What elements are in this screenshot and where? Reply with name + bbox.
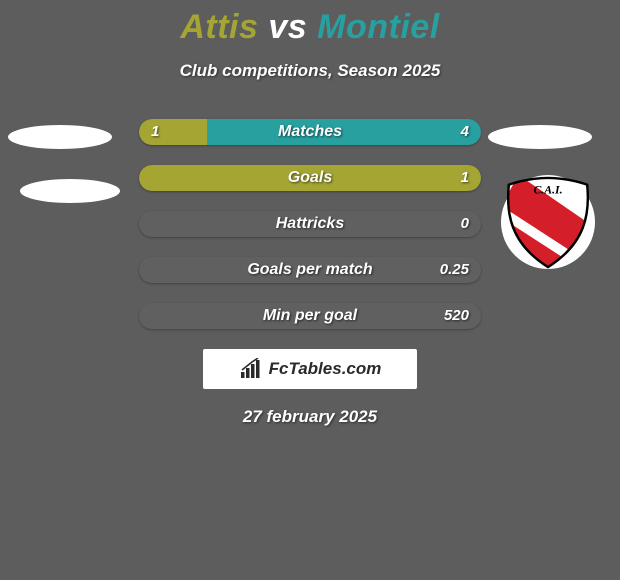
bar-value-right: 0 [461, 211, 469, 237]
bar-value-right: 1 [461, 165, 469, 191]
site-logo: FcTables.com [203, 349, 417, 389]
bar-row-hattricks: Hattricks 0 [139, 211, 481, 237]
comparison-bars: 1 Matches 4 Goals 1 Hattricks 0 Goals pe… [139, 119, 481, 329]
bar-label: Matches [139, 119, 481, 145]
bar-row-min-per-goal: Min per goal 520 [139, 303, 481, 329]
player1-photo-placeholder [8, 125, 112, 149]
player2-photo-placeholder [488, 125, 592, 149]
club-badge-icon: C.A.I. [499, 175, 597, 270]
bar-value-right: 0.25 [440, 257, 469, 283]
title-player2: Montiel [317, 8, 439, 46]
title-vs: vs [268, 8, 307, 46]
site-logo-text: FcTables.com [269, 359, 382, 379]
page-title: Attis vs Montiel [0, 0, 620, 47]
bar-row-matches: 1 Matches 4 [139, 119, 481, 145]
bar-value-right: 4 [461, 119, 469, 145]
title-player1: Attis [180, 8, 258, 46]
bar-label: Goals per match [139, 257, 481, 283]
bar-label: Min per goal [139, 303, 481, 329]
date-text: 27 february 2025 [0, 407, 620, 427]
bar-row-goals-per-match: Goals per match 0.25 [139, 257, 481, 283]
bar-label: Hattricks [139, 211, 481, 237]
badge-text: C.A.I. [533, 184, 562, 197]
bar-row-goals: Goals 1 [139, 165, 481, 191]
bar-label: Goals [139, 165, 481, 191]
bar-value-right: 520 [444, 303, 469, 329]
bars-chart-icon [239, 358, 265, 380]
subtitle: Club competitions, Season 2025 [0, 61, 620, 81]
player1-club-placeholder [20, 179, 120, 203]
